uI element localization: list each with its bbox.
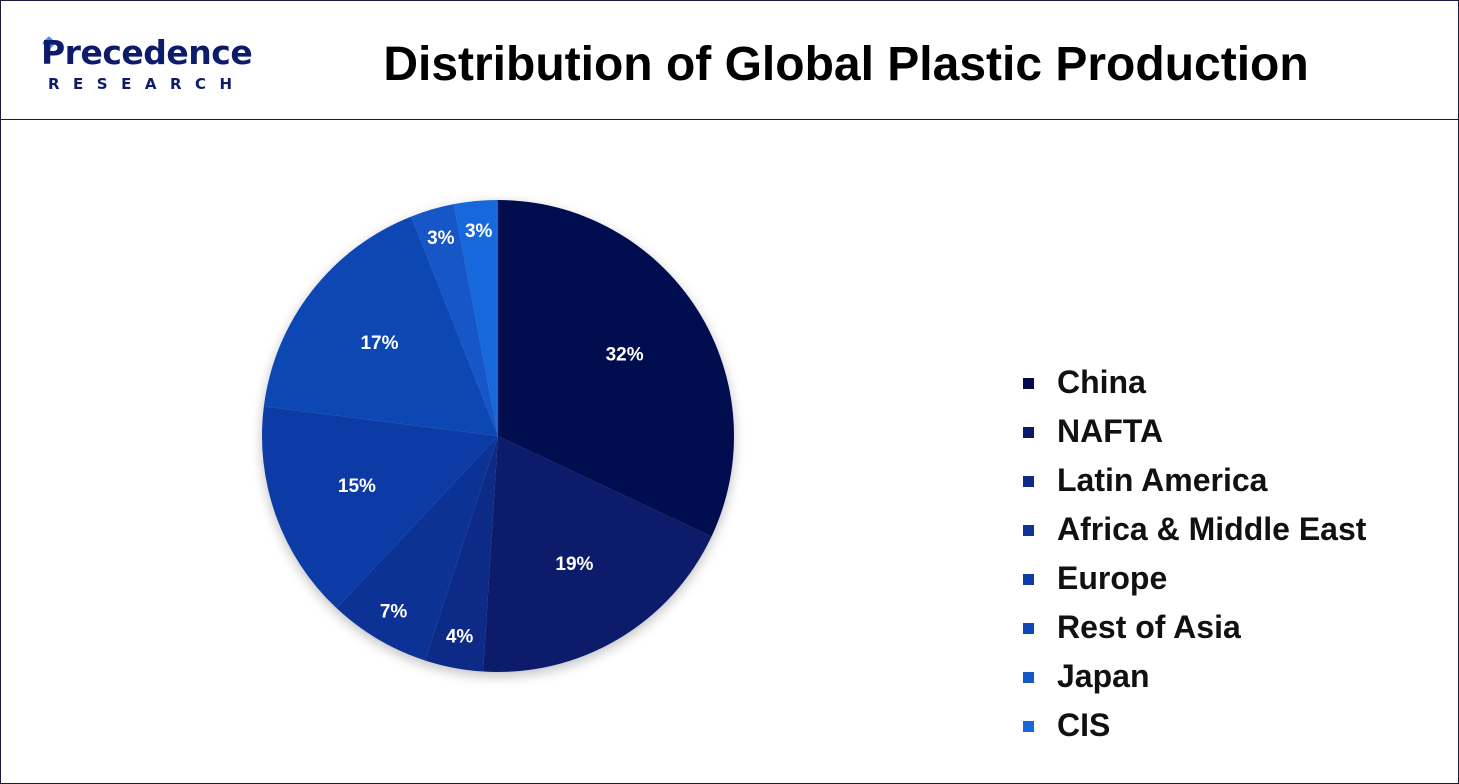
- pie-slice-europe: [261, 406, 498, 609]
- precedence-research-logo: Precedence RESEARCH: [41, 33, 261, 97]
- legend-swatch: [1023, 721, 1034, 732]
- pie-chart: 32% 19% 4% 7% 15% 17% 3% 3%: [261, 200, 734, 672]
- legend-label: Europe: [1057, 560, 1168, 596]
- slice-label-cis: 3%: [465, 221, 493, 242]
- logo-subtitle: RESEARCH: [48, 75, 246, 93]
- legend-swatch: [1023, 427, 1034, 438]
- legend-label: Rest of Asia: [1057, 609, 1241, 645]
- legend-label: CIS: [1057, 707, 1111, 743]
- slice-label-europe: 15%: [338, 476, 376, 497]
- legend-swatch: [1023, 525, 1034, 536]
- chart-title: Distribution of Global Plastic Productio…: [383, 38, 1309, 91]
- header-bar: Precedence RESEARCH Distribution of Glob…: [1, 1, 1458, 120]
- pie-slice-china: [498, 200, 734, 537]
- chart-area: 32% 19% 4% 7% 15% 17% 3% 3% China NAFTA Latin Ame…: [1, 120, 1458, 783]
- legend-swatch: [1023, 574, 1034, 585]
- legend-label: China: [1057, 364, 1146, 400]
- slice-label-latin-america: 4%: [446, 626, 474, 647]
- legend-swatch: [1023, 672, 1034, 683]
- pie-slice-cis: [453, 200, 498, 436]
- pie-slice-latin-america: [425, 436, 498, 672]
- slice-label-japan: 3%: [427, 228, 455, 249]
- legend-swatch: [1023, 378, 1034, 389]
- pie-slice-japan: [411, 204, 498, 436]
- slice-label-rest-of-asia: 17%: [360, 333, 398, 354]
- pie-slice-africa-middle-east: [336, 436, 498, 661]
- legend-swatch: [1023, 476, 1034, 487]
- legend-label: NAFTA: [1057, 413, 1164, 449]
- legend-label: Africa & Middle East: [1057, 511, 1367, 547]
- logo-wordmark: Precedence: [41, 33, 253, 72]
- slice-label-china: 32%: [606, 345, 644, 366]
- pie-slice-nafta: [483, 436, 712, 672]
- legend-label: Latin America: [1057, 462, 1268, 498]
- slice-label-africa-middle-east: 7%: [380, 602, 408, 623]
- legend-label: Japan: [1057, 658, 1150, 694]
- pie-slice-rest-of-asia: [263, 216, 498, 436]
- legend-swatch: [1023, 623, 1034, 634]
- slice-label-nafta: 19%: [555, 554, 593, 575]
